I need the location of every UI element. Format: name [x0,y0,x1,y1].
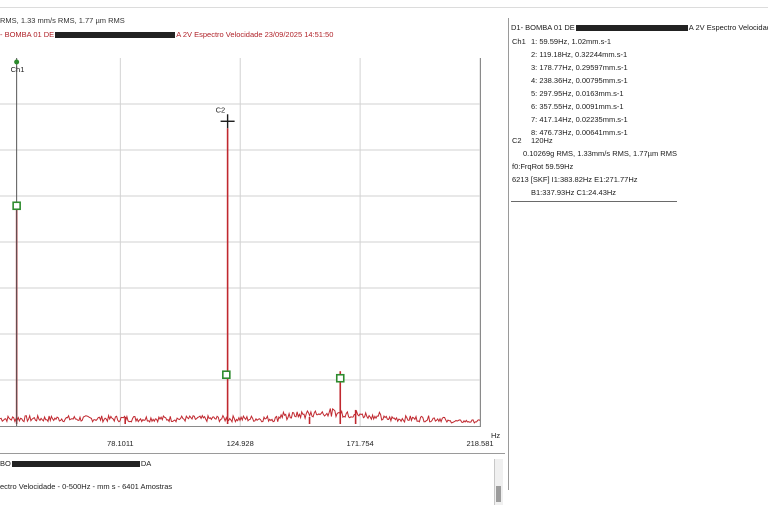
redacted-block [575,24,688,31]
x-axis-unit-label: Hz [491,431,501,440]
harmonic-marker [335,373,345,383]
harmonic-row: 7: 417.14Hz, 0.02235mm.s-1 [531,115,628,124]
x-tick-label: 124.928 [226,439,254,448]
cursor-info-panel: D1- BOMBA 01 DE A 2V Espectro Velocidade… [508,18,768,490]
cursor-panel-title-suffix: A 2V Espectro Velocidade [688,23,768,32]
spectrum-settings-line: ectro Velocidade - 0-500Hz - mm s - 6401… [0,482,173,491]
spectrum-title-prefix: - BOMBA 01 DE [0,30,55,39]
harmonic-row: 6: 357.55Hz, 0.0091mm.s-1 [531,102,624,111]
redacted-block [55,31,176,38]
cursor-label: C2 [216,105,226,114]
harmonic-marker [222,370,231,380]
x-tick-label: 78.1011 [107,439,134,448]
cursor-2-values: 0.10269g RMS, 1.33mm/s RMS, 1.77µm RMS [523,149,677,158]
overall-values-header: RMS, 1.33 mm/s RMS, 1.77 µm RMS [0,16,125,25]
spectrum-pane: RMS, 1.33 mm/s RMS, 1.77 µm RMS - BOMBA … [0,16,505,505]
harmonic-row: 2: 119.18Hz, 0.32244mm.s-1 [531,50,628,59]
channel-1-label: Ch1 [512,37,526,46]
measurement-name-prefix: BO [0,459,11,468]
spectrum-trace [0,408,480,424]
x-tick-label: 171.754 [346,439,374,448]
harmonic-row: 1: 59.59Hz, 1.02mm.s-1 [531,37,612,46]
harmonic-row: 3: 178.77Hz, 0.29597mm.s-1 [531,63,628,72]
redacted-block [11,460,140,467]
bearing-frequencies-line-1: 6213 [SKF] I1:383.82Hz E1:271.77Hz [512,175,638,184]
cursor-marker [12,201,21,211]
spectrum-title-header: - BOMBA 01 DE A 2V Espectro Velocidade 2… [0,30,333,39]
cursor-handle [14,59,20,65]
harmonic-row: 4: 238.36Hz, 0.00795mm.s-1 [531,76,628,85]
rotation-frequency: f0:FrqRot 59.59Hz [512,162,574,171]
cursor-panel-title-prefix: D1- BOMBA 01 DE [511,23,575,32]
cursor-panel-rule [511,201,677,202]
cursor-2-frequency: 120Hz [531,136,553,145]
info-scrollbar[interactable] [494,459,503,505]
measurement-name: BO DA [0,459,151,468]
x-tick-label: 218.581 [466,439,494,448]
cursor-2-label: C2 [512,136,522,145]
cursor-panel-title: D1- BOMBA 01 DE A 2V Espectro Velocidade [511,23,768,32]
measurement-name-suffix: DA [140,459,152,468]
harmonic-row: 5: 297.95Hz, 0.0163mm.s-1 [531,89,624,98]
pane-divider [0,453,505,454]
scrollbar-thumb[interactable] [496,486,501,502]
spectrum-plot[interactable]: Ch1 C2 [0,58,481,427]
harmonic-row: 8: 476.73Hz, 0.00641mm.s-1 [531,128,628,137]
bearing-frequencies-line-2: B1:337.93Hz C1:24.43Hz [531,188,617,197]
window-top-border [0,7,768,8]
spectrum-title-suffix: A 2V Espectro Velocidade 23/09/2025 14:5… [176,30,334,39]
cursor-label: Ch1 [11,65,25,74]
